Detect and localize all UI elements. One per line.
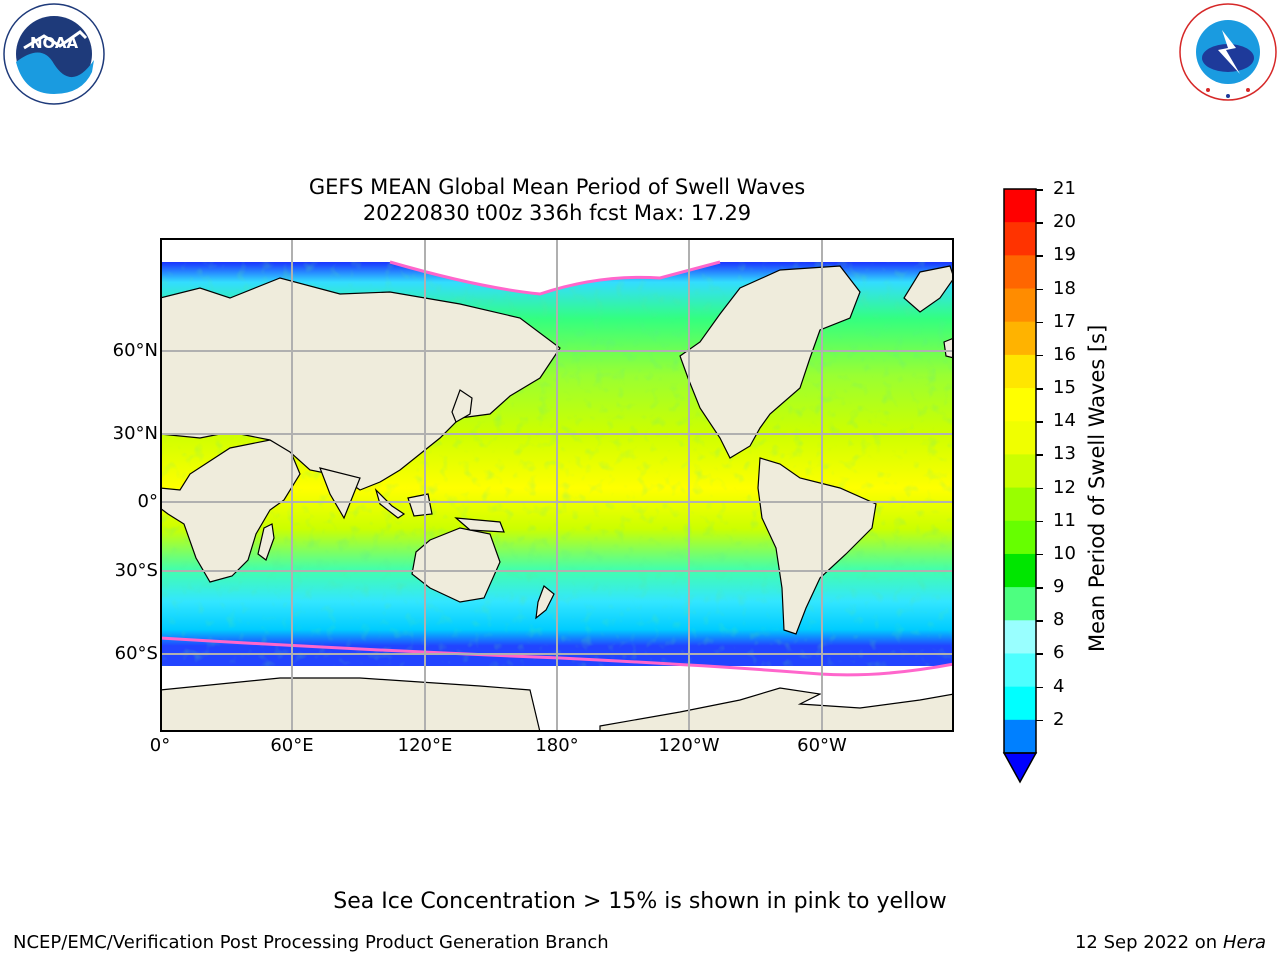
noaa-logo: NOAA <box>3 3 105 105</box>
colorbar-tick-mark <box>1036 719 1043 722</box>
lat-label-30n: 30°N <box>112 423 158 444</box>
colorbar-tick-label: 16 <box>1053 343 1076 365</box>
colorbar-band <box>1004 354 1036 389</box>
colorbar-band <box>1004 520 1036 555</box>
colorbar-tick-label: 10 <box>1053 542 1076 564</box>
lon-label-60e: 60°E <box>270 735 314 756</box>
lat-label-0: 0° <box>137 491 158 512</box>
land-madagascar <box>257 523 275 561</box>
colorbar-tick-mark <box>1036 553 1043 556</box>
colorbar-band <box>1004 189 1036 223</box>
lon-label-180: 180° <box>535 735 579 756</box>
land-eurasia <box>160 277 561 491</box>
chart-subtitle: 20220830 t00z 336h fcst Max: 17.29 <box>362 201 752 225</box>
colorbar-tick-label: 11 <box>1053 509 1076 531</box>
colorbar-tick-mark <box>1036 354 1043 357</box>
colorbar-tick-mark <box>1036 388 1043 390</box>
footer-machine: Hera <box>1222 932 1266 953</box>
colorbar-band <box>1004 255 1036 290</box>
colorbar-frame <box>1003 188 1037 754</box>
map-frame <box>160 238 954 732</box>
lon-label-0: 0° <box>149 735 171 756</box>
colorbar-tick-mark <box>1036 288 1043 291</box>
colorbar-tick-label: 20 <box>1053 211 1076 233</box>
land-antarctica <box>160 677 541 732</box>
colorbar-band <box>1004 487 1036 522</box>
graticule <box>160 238 954 732</box>
colorbar <box>1002 188 1038 784</box>
lon-label-60w: 60°W <box>797 735 847 756</box>
colorbar-tick-label: 15 <box>1053 377 1076 399</box>
nws-logo <box>1179 3 1277 101</box>
colorbar-bands <box>1004 189 1036 754</box>
colorbar-band <box>1004 288 1036 323</box>
lat-label-30s: 30°S <box>114 560 158 581</box>
colorbar-band <box>1004 321 1036 356</box>
lat-label-60n: 60°N <box>112 340 158 361</box>
colorbar-band <box>1004 388 1036 422</box>
colorbar-tick-label: 18 <box>1053 277 1076 299</box>
lon-label-120e: 120°E <box>397 735 453 756</box>
colorbar-tick-mark <box>1036 520 1043 523</box>
colorbar-tick-label: 14 <box>1053 410 1076 432</box>
colorbar-tick-label: 8 <box>1053 609 1065 631</box>
colorbar-band <box>1004 719 1036 754</box>
colorbar-tick-mark <box>1036 189 1043 191</box>
colorbar-tick-mark <box>1036 653 1043 655</box>
colorbar-band <box>1004 653 1036 688</box>
colorbar-tick-mark <box>1036 487 1043 490</box>
land-new-zealand <box>535 585 555 620</box>
colorbar-band <box>1004 620 1036 654</box>
colorbar-band <box>1004 454 1036 489</box>
colorbar-band <box>1004 686 1036 721</box>
colorbar-band <box>1004 587 1036 621</box>
colorbar-tick-mark <box>1036 686 1043 689</box>
colorbar-tick-label: 4 <box>1053 675 1065 697</box>
colorbar-tick-mark <box>1036 620 1043 622</box>
colorbar-tick-label: 21 <box>1053 178 1076 199</box>
colorbar-band <box>1004 553 1036 588</box>
colorbar-tick-label: 9 <box>1053 576 1065 598</box>
colorbar-tick-label: 19 <box>1053 244 1076 266</box>
colorbar-tick-mark <box>1036 421 1043 423</box>
colorbar-tick-mark <box>1036 222 1043 224</box>
colorbar-tick-label: 2 <box>1053 708 1065 730</box>
colorbar-extend-triangle <box>1002 752 1038 784</box>
land-new-guinea <box>454 517 505 533</box>
lon-label-120w: 120°W <box>658 735 720 756</box>
colorbar-tick-label: 13 <box>1053 443 1076 465</box>
noaa-logo-text: NOAA <box>30 34 79 52</box>
arctic-ice-edge <box>389 260 721 296</box>
colorbar-tick-mark <box>1036 454 1043 456</box>
colorbar-tick-mark <box>1036 587 1043 589</box>
swell-period-map <box>160 238 954 732</box>
colorbar-band <box>1004 222 1036 256</box>
land-australia <box>411 527 501 603</box>
land-india <box>319 467 361 520</box>
colorbar-tick-label: 12 <box>1053 476 1076 498</box>
arctic-sea-ice <box>390 262 720 294</box>
land-greenland <box>903 265 954 313</box>
lat-label-60s: 60°S <box>114 643 158 664</box>
footer-date-text: 12 Sep 2022 on <box>1074 932 1218 953</box>
footer-credit: NCEP/EMC/Verification Post Processing Pr… <box>13 932 609 953</box>
land-africa <box>160 439 301 583</box>
antarctic-ice-edge <box>160 636 954 677</box>
colorbar-label: Mean Period of Swell Waves [s] <box>1085 324 1109 652</box>
colorbar-tick-mark <box>1036 255 1043 257</box>
colorbar-tick-label: 17 <box>1053 310 1076 332</box>
colorbar-tick-label: 6 <box>1053 642 1065 664</box>
land-north-america <box>679 265 861 459</box>
colorbar-tick-mark <box>1036 321 1043 324</box>
footer-date: 12 Sep 2022 on Hera <box>1075 932 1266 953</box>
sea-ice-note: Sea Ice Concentration > 15% is shown in … <box>333 889 947 914</box>
colorbar-band <box>1004 421 1036 455</box>
land-japan <box>451 389 473 423</box>
chart-title: GEFS MEAN Global Mean Period of Swell Wa… <box>308 175 806 199</box>
